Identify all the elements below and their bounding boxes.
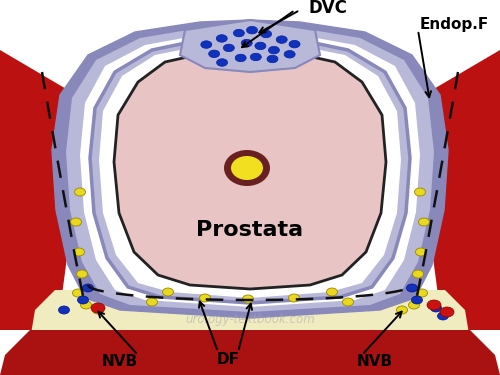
Ellipse shape	[427, 300, 441, 310]
Polygon shape	[52, 20, 448, 318]
Ellipse shape	[396, 306, 407, 314]
Ellipse shape	[289, 40, 300, 48]
Ellipse shape	[82, 284, 94, 292]
Polygon shape	[30, 290, 470, 360]
Ellipse shape	[242, 295, 254, 303]
Ellipse shape	[416, 248, 426, 256]
Ellipse shape	[146, 298, 158, 306]
Ellipse shape	[235, 54, 246, 62]
Ellipse shape	[406, 284, 418, 292]
Ellipse shape	[246, 26, 258, 34]
Ellipse shape	[260, 30, 272, 38]
Ellipse shape	[162, 288, 173, 296]
Text: urology-textbook.com: urology-textbook.com	[185, 314, 315, 327]
Ellipse shape	[231, 156, 263, 180]
Ellipse shape	[284, 51, 295, 58]
Polygon shape	[0, 330, 500, 375]
Polygon shape	[80, 33, 420, 307]
Polygon shape	[180, 20, 320, 72]
Polygon shape	[114, 50, 386, 289]
Ellipse shape	[267, 55, 278, 63]
Ellipse shape	[78, 296, 88, 304]
Ellipse shape	[342, 298, 353, 306]
Ellipse shape	[430, 304, 442, 312]
Ellipse shape	[234, 29, 244, 37]
Polygon shape	[66, 26, 434, 312]
Ellipse shape	[92, 306, 104, 314]
Ellipse shape	[224, 44, 234, 52]
Ellipse shape	[438, 312, 448, 320]
Text: NVB: NVB	[357, 354, 393, 369]
Ellipse shape	[412, 296, 422, 304]
Ellipse shape	[268, 46, 280, 54]
Ellipse shape	[72, 289, 84, 297]
Ellipse shape	[91, 303, 105, 313]
Ellipse shape	[208, 50, 220, 58]
Ellipse shape	[216, 35, 228, 42]
Text: DF: DF	[216, 352, 240, 368]
Text: DVC: DVC	[308, 0, 347, 17]
Ellipse shape	[326, 288, 338, 296]
Text: Prostata: Prostata	[196, 220, 304, 240]
Ellipse shape	[276, 36, 287, 44]
Polygon shape	[420, 50, 500, 330]
Ellipse shape	[418, 218, 430, 226]
Ellipse shape	[74, 248, 85, 256]
Ellipse shape	[201, 41, 212, 48]
Ellipse shape	[440, 307, 454, 317]
Ellipse shape	[416, 289, 428, 297]
Ellipse shape	[255, 42, 266, 50]
Ellipse shape	[288, 294, 300, 302]
Ellipse shape	[414, 188, 426, 196]
Text: Endop.F: Endop.F	[420, 18, 489, 33]
Ellipse shape	[216, 59, 228, 66]
Ellipse shape	[80, 301, 92, 309]
Polygon shape	[0, 50, 80, 330]
Ellipse shape	[408, 301, 420, 309]
Ellipse shape	[224, 150, 270, 186]
Text: NVB: NVB	[102, 354, 138, 369]
Ellipse shape	[200, 294, 210, 302]
Ellipse shape	[58, 306, 70, 314]
Polygon shape	[99, 44, 401, 298]
Ellipse shape	[250, 53, 262, 61]
Polygon shape	[90, 38, 410, 303]
Ellipse shape	[412, 270, 424, 278]
Ellipse shape	[74, 188, 86, 196]
Ellipse shape	[76, 270, 88, 278]
Ellipse shape	[241, 39, 252, 47]
Ellipse shape	[70, 218, 82, 226]
